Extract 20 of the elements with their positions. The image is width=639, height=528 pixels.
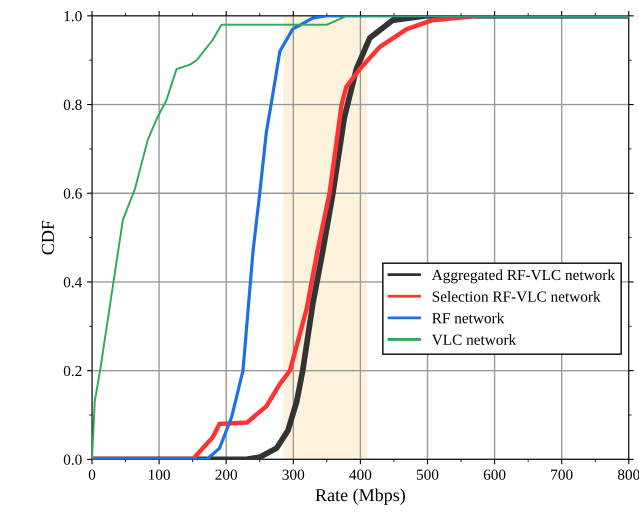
x-tick-label: 0: [88, 470, 96, 480]
legend-label: Selection RF-VLC network: [432, 291, 601, 302]
legend-label: RF network: [432, 312, 504, 324]
x-axis-title: Rate (Mbps): [316, 488, 405, 505]
x-tick-label: 400: [349, 470, 372, 480]
y-tick-label: 1.0: [64, 10, 82, 22]
y-tick-label: 0.0: [64, 454, 82, 465]
x-tick-label: 100: [148, 470, 170, 480]
y-tick-label: 0.4: [64, 277, 82, 288]
x-tick-label: 600: [484, 470, 506, 480]
x-tick-label: 500: [416, 470, 438, 480]
legend-label: VLC network: [432, 334, 516, 346]
y-tick-label: 0.2: [64, 366, 82, 376]
y-tick-label: 0.8: [64, 100, 82, 110]
x-tick-label: 200: [215, 470, 238, 480]
x-tick-label: 300: [282, 470, 304, 480]
legend-label: Aggregated RF-VLC network: [432, 269, 616, 284]
y-tick-label: 0.6: [64, 188, 82, 199]
x-tick-label: 700: [551, 470, 573, 480]
y-axis-title: CDF: [42, 220, 54, 254]
